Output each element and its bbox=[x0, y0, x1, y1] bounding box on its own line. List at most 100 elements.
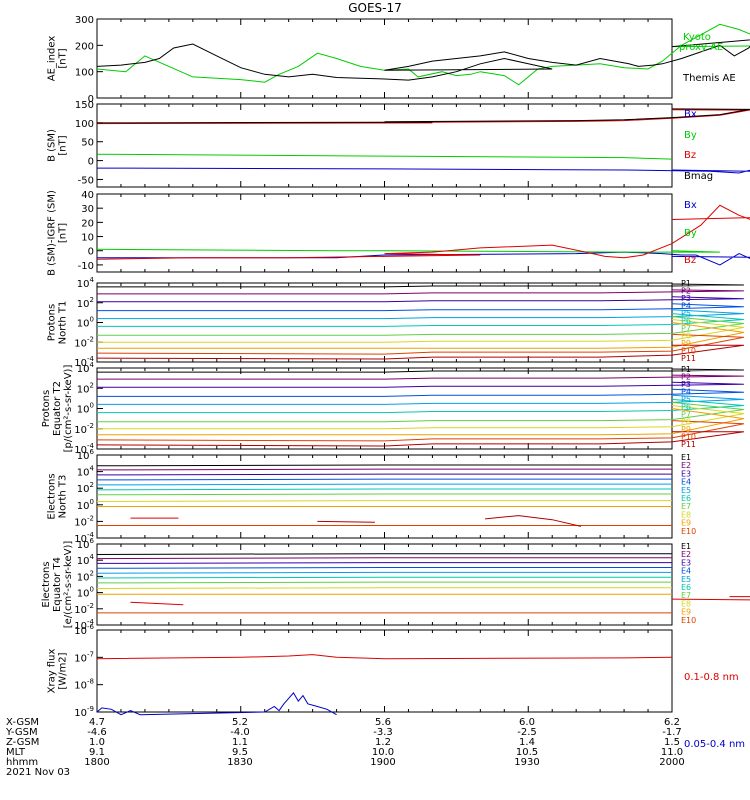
y-tick-label: 100 bbox=[77, 316, 94, 330]
ephemeris-row-label: Y-GSM bbox=[5, 727, 38, 738]
series-line bbox=[96, 108, 750, 124]
channel-label: E9 bbox=[681, 608, 691, 617]
series-line bbox=[96, 483, 672, 486]
channel-label: P8 bbox=[681, 332, 691, 341]
ephemeris-row-label: Z-GSM bbox=[6, 737, 39, 748]
series-line bbox=[97, 316, 744, 336]
y-tick-label: 50 bbox=[81, 138, 94, 149]
series-line bbox=[97, 408, 745, 436]
series-line bbox=[96, 478, 672, 481]
series-line bbox=[97, 319, 744, 343]
legend-label: Bx bbox=[684, 200, 697, 211]
y-tick-label: 10-2 bbox=[74, 422, 94, 436]
series-line bbox=[97, 283, 744, 288]
y-tick-label: 300 bbox=[75, 15, 94, 26]
y-axis-label: [nT] bbox=[58, 223, 69, 243]
plot-title: GOES-17 bbox=[348, 1, 402, 15]
channel-label: P1 bbox=[681, 279, 691, 288]
y-tick-label: 20 bbox=[81, 218, 94, 229]
y-axis-label: North T3 bbox=[58, 475, 69, 519]
y-tick-label: 100 bbox=[75, 68, 94, 79]
ephemeris-value: 1.4 bbox=[519, 737, 535, 748]
ephemeris-value: 1800 bbox=[84, 757, 109, 768]
channel-label: P3 bbox=[681, 294, 691, 303]
channel-label: P6 bbox=[681, 317, 691, 326]
series-line bbox=[97, 251, 750, 266]
y-tick-label: 150 bbox=[75, 100, 94, 111]
y-tick-label: 104 bbox=[77, 276, 95, 290]
y-axis-label: B (SM) bbox=[47, 129, 58, 162]
y-axis-label: Electrons bbox=[41, 561, 52, 607]
channel-label: E5 bbox=[681, 575, 691, 584]
channel-label: P10 bbox=[681, 347, 696, 356]
legend-label: By bbox=[684, 130, 697, 141]
ephemeris-value: 1.5 bbox=[664, 737, 680, 748]
channel-label: P9 bbox=[681, 339, 691, 348]
ephemeris-row-label: hhmm bbox=[6, 757, 38, 768]
ephemeris-value: -1.7 bbox=[662, 727, 682, 738]
y-tick-label: 102 bbox=[77, 569, 94, 583]
y-tick-label: 104 bbox=[77, 361, 95, 375]
panel-frame bbox=[96, 18, 673, 99]
series-line bbox=[97, 303, 744, 312]
series-line bbox=[96, 248, 720, 253]
legend-label: 0.05-0.4 nm bbox=[684, 739, 745, 750]
channel-label: E3 bbox=[681, 469, 691, 478]
channel-label: P4 bbox=[681, 302, 691, 311]
ephemeris-value: 5.2 bbox=[232, 717, 248, 728]
y-axis-label: [W/m2] bbox=[58, 652, 69, 689]
legend-themis: Themis AE bbox=[682, 73, 736, 84]
y-tick-label: 0 bbox=[88, 247, 94, 258]
legend-label: 0.1-0.8 nm bbox=[684, 672, 739, 683]
ephemeris-value: 11.0 bbox=[661, 747, 683, 758]
channel-label: E5 bbox=[681, 486, 691, 495]
legend-kyoto: proxy AE bbox=[679, 42, 723, 53]
y-tick-label: 10-2 bbox=[74, 514, 94, 528]
series-fragment bbox=[671, 598, 750, 601]
channel-label: E10 bbox=[681, 527, 696, 536]
y-tick-label: 106 bbox=[77, 537, 95, 551]
y-axis-label: [nT] bbox=[58, 135, 69, 155]
ephemeris-value: 4.7 bbox=[89, 717, 105, 728]
channel-label: E10 bbox=[681, 616, 696, 625]
series-line bbox=[96, 493, 672, 496]
channel-label: E6 bbox=[681, 494, 691, 503]
series-line bbox=[97, 405, 744, 430]
series-line bbox=[96, 562, 672, 564]
series-line bbox=[96, 344, 744, 360]
ephemeris-value: -4.0 bbox=[230, 727, 250, 738]
legend-label: By bbox=[684, 228, 697, 239]
legend-label: Bz bbox=[684, 255, 696, 266]
y-tick-label: 10-2 bbox=[74, 602, 94, 616]
y-tick-label: 10-2 bbox=[74, 335, 94, 349]
channel-label: P5 bbox=[681, 309, 691, 318]
channel-label: E6 bbox=[681, 583, 691, 592]
ephemeris-value: -2.5 bbox=[517, 727, 537, 738]
series-line bbox=[96, 587, 672, 589]
y-tick-label: 10-4 bbox=[74, 531, 94, 545]
channel-label: P5 bbox=[681, 395, 691, 404]
channel-label: E4 bbox=[681, 567, 691, 576]
series-line bbox=[96, 571, 672, 574]
ephemeris-value: -3.3 bbox=[373, 727, 393, 738]
series-line bbox=[96, 473, 672, 476]
channel-label: P11 bbox=[681, 354, 696, 363]
series-line bbox=[96, 553, 672, 555]
y-tick-label: 100 bbox=[75, 119, 94, 130]
channel-label: P3 bbox=[681, 380, 691, 389]
series-line bbox=[96, 581, 672, 584]
legend-label: Bx bbox=[684, 109, 697, 120]
legend-label: Bmag bbox=[684, 171, 713, 182]
y-tick-label: 40 bbox=[81, 190, 94, 201]
panel-frame bbox=[96, 193, 673, 273]
y-tick-label: 0 bbox=[88, 157, 94, 168]
ephemeris-value: 1.2 bbox=[375, 737, 391, 748]
y-tick-label: 30 bbox=[81, 204, 94, 215]
panel-frame bbox=[96, 367, 673, 450]
y-axis-label: North T1 bbox=[58, 301, 69, 345]
y-tick-label: 10-9 bbox=[74, 705, 94, 719]
ephemeris-row-label: X-GSM bbox=[6, 717, 39, 728]
ephemeris-value: 1900 bbox=[370, 757, 395, 768]
series-line bbox=[96, 420, 744, 442]
